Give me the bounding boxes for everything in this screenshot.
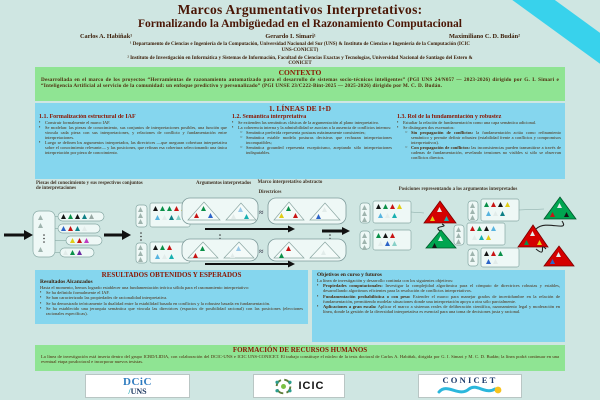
bullet-item: Se ha establecido una jerarquía semántic… — [40, 306, 303, 316]
logos-footer: DCiC /UNS ICIC CONICET — [0, 374, 600, 400]
resultados-intro: Hasta el momento, hemos logrado establec… — [40, 285, 250, 290]
lineas-section: 1. LÍNEAS DE I+D 1.1. Formalización estr… — [35, 103, 565, 179]
objetivos-title: Objetivos en curso y futuros — [317, 272, 382, 278]
lineas-title: 1. LÍNEAS DE I+D — [268, 104, 332, 113]
contexto-body: Desarrollada en el marco de los proyecto… — [41, 77, 559, 90]
diagram-label-directrices: Directrices — [258, 190, 282, 195]
diagram-label-marco: Marco interpretativo abstracto — [257, 180, 323, 185]
icic-logo-text: ICIC — [298, 380, 325, 392]
lineas-col-3: 1.3. Rol de la fundamentación y robustez… — [397, 114, 561, 176]
diagram-label-piezas: Piezas del conocimiento y sus respectivo… — [36, 181, 143, 192]
resultados-bullets: Se ha definido formalmente el IAF.Se han… — [40, 290, 303, 316]
lineas-col-1: 1.1. Formalización estructural de IAF Co… — [39, 114, 227, 176]
poster-subtitle: Formalizando la Ambigüedad en el Razonam… — [138, 18, 462, 30]
conicet-logo: CONICET — [418, 374, 522, 398]
col3-subbullets: Sin propagación de conflictos: la fundam… — [397, 130, 561, 160]
col3-bullets: Estudiar la relación de fundamentación c… — [397, 120, 561, 130]
svg-text:≈: ≈ — [259, 247, 264, 256]
formacion-body: La línea de investigación está inserta d… — [41, 354, 559, 365]
icic-ring-icon — [274, 378, 292, 394]
dcic-uns-logo: DCiC /UNS — [85, 374, 190, 398]
objetivos-bullets: Propiedades computacionales: Investigar … — [317, 283, 560, 314]
bullet-item: Fundamentación probabilística o con peso… — [317, 294, 560, 304]
bullet-item: Se distinguen dos escenarios: — [397, 125, 561, 130]
poster-header: Marcos Argumentativos Interpretativos: F… — [0, 0, 600, 73]
bullet-item: Propiedades computacionales: Investigar … — [317, 283, 560, 293]
lineas-columns: 1.1. Formalización estructural de IAF Co… — [39, 114, 561, 176]
dcic-logo-text: DCiC — [123, 375, 152, 388]
svg-text:≈: ≈ — [259, 208, 264, 217]
author-3: Maximiliano C. D. Budán² — [448, 33, 520, 40]
uns-logo-text: /UNS — [128, 386, 147, 396]
conicet-logo-text: CONICET — [442, 375, 498, 386]
bullet-item: Aplicaciones a gran escala: Aplicar el m… — [317, 304, 560, 314]
bullet-item: Estudiar la relación de fundamentación c… — [397, 120, 561, 125]
bullet-item: Construir formalmente el marco IAF. — [39, 120, 227, 125]
bullet-item: Semántica estable modela posturas decisi… — [240, 135, 392, 145]
resultados-section: RESULTADOS OBTENIDOS Y ESPERADOS Resulta… — [35, 270, 308, 324]
bullet-item: La coherencia interna y la admisibilidad… — [232, 125, 392, 130]
objetivos-section: Objetivos en curso y futuros La línea de… — [312, 270, 565, 342]
resultados-subtitle: Resultados Alcanzados — [40, 279, 93, 285]
authors-row: Carlos A. Habiñak¹ Gerardo I. Simari¹ Ma… — [80, 33, 520, 40]
col1-title: 1.1. Formalización estructural de IAF — [39, 114, 136, 120]
affiliation-2: ² Instituto de Investigación en Informát… — [127, 55, 473, 67]
contexto-title: CONTEXTO — [278, 68, 322, 77]
formacion-title: FORMACIÓN DE RECURSOS HUMANOS — [232, 346, 368, 354]
resultados-title: RESULTADOS OBTENIDOS Y ESPERADOS — [101, 271, 242, 279]
bullet-item: Se ha definido formalmente el IAF. — [40, 290, 303, 295]
lineas-col-2: 1.2. Semántica interpretativa Se extiend… — [232, 114, 392, 176]
bullet-item: Se extienden las semánticas clásicas de … — [232, 120, 392, 125]
interpretive-framework-diagram: ≈ ≈ — [4, 196, 577, 268]
diagram-label-posiciones: Posiciones representando a los argumento… — [398, 187, 518, 192]
col2-subbullets: Semántica preferida representa posturas … — [232, 130, 392, 155]
contexto-section: CONTEXTO Desarrollada en el marco de los… — [35, 67, 565, 101]
icic-logo: ICIC — [253, 374, 345, 398]
bullet-item: Se han caracterizado las propiedades de … — [40, 295, 303, 300]
col2-title: 1.2. Semántica interpretativa — [232, 114, 307, 120]
author-1: Carlos A. Habiñak¹ — [80, 33, 133, 40]
bullet-item: Sin propagación de conflictos: la fundam… — [405, 130, 561, 145]
bullet-item: Luego se definen los argumentos interpre… — [39, 140, 227, 155]
author-2: Gerardo I. Simari¹ — [265, 33, 316, 40]
objetivos-intro: La línea de investigación y desarrollo c… — [317, 278, 454, 283]
bullet-item: Semántica preferida representa posturas … — [240, 130, 392, 135]
bullet-item: Semántica grounded representa escepticis… — [240, 145, 392, 155]
diagram-label-argumentos: Argumentos interpretados — [196, 181, 252, 186]
poster-title: Marcos Argumentativos Interpretativos: — [177, 2, 423, 17]
formacion-section: FORMACIÓN DE RECURSOS HUMANOS La línea d… — [35, 345, 565, 371]
col3-title: 1.3. Rol de la fundamentación y robustez — [397, 114, 502, 120]
col1-bullets: Construir formalmente el marco IAF.Se mo… — [39, 120, 227, 155]
bullet-item: Se ha demostrado teóricamente la dualida… — [40, 301, 303, 306]
bullet-item: Con propagación de conflictos: las incon… — [405, 145, 561, 160]
affiliation-1: ¹ Departamento de Ciencias e Ingeniería … — [129, 42, 471, 53]
col2-bullets: Se extienden las semánticas clásicas de … — [232, 120, 392, 130]
conicet-wave-icon — [437, 385, 502, 394]
bullet-item: Se modelan: las piezas de conocimiento, … — [39, 125, 227, 140]
